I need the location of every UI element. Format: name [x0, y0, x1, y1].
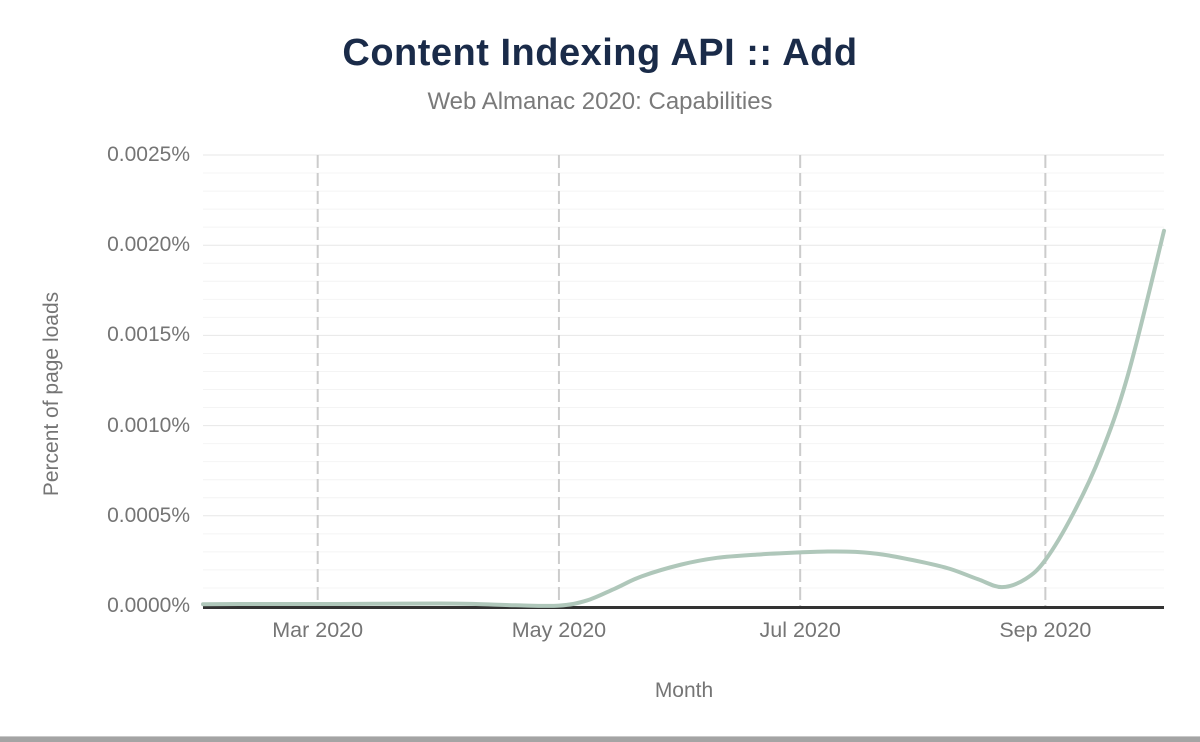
x-axis-title: Month — [654, 679, 714, 702]
x-axis-tick-label: May 2020 — [511, 618, 607, 642]
series-line-content-indexing-add — [201, 228, 1166, 608]
chart-subtitle: Web Almanac 2020: Capabilities — [427, 88, 773, 115]
chart-title: Content Indexing API :: Add — [342, 32, 858, 74]
y-axis-tick-label: 0.0015% — [107, 323, 190, 347]
x-axis-tick-label: Jul 2020 — [759, 618, 841, 642]
y-axis-tick-label: 0.0020% — [107, 233, 190, 257]
y-axis-tick-label: 0.0005% — [107, 503, 190, 527]
y-axis-tick-label: 0.0000% — [107, 594, 190, 617]
x-axis-tick-label: Sep 2020 — [999, 618, 1092, 642]
y-axis-tick-label: 0.0010% — [107, 413, 190, 437]
x-axis-tick-label: Mar 2020 — [272, 618, 364, 642]
horizontal-scrollbar[interactable] — [0, 736, 1200, 742]
y-axis-tick-label: 0.0025% — [107, 143, 190, 166]
